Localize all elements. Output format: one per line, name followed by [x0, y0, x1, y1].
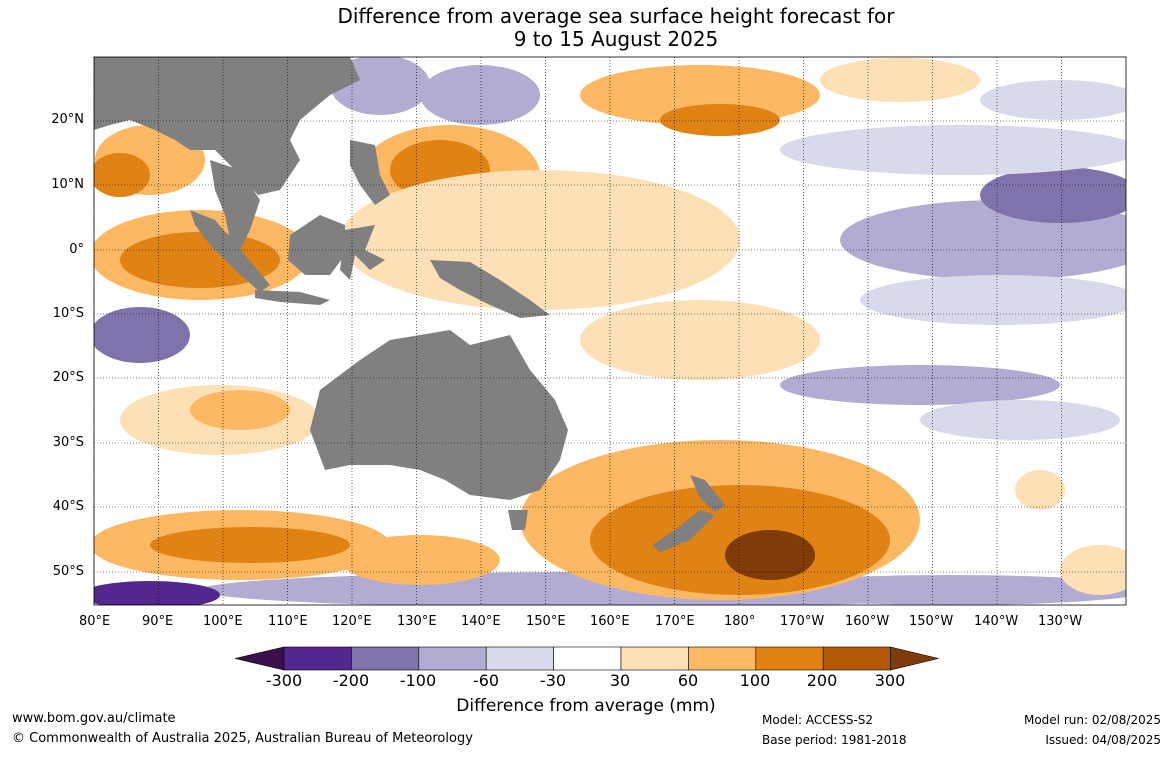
lon-label-130e: 130°E: [397, 614, 437, 629]
sulawesi: [340, 225, 385, 280]
colorbar-tick-0: -300: [265, 671, 303, 690]
colorbar-tick-3: -60: [472, 671, 500, 690]
lon-label-150w: 150°W: [909, 614, 954, 629]
colorbar-tick-4: -30: [539, 671, 567, 690]
issued-date: Issued: 04/08/2025: [1045, 733, 1161, 747]
base-period: Base period: 1981-2018: [762, 733, 907, 747]
colorbar-tick-2: -100: [399, 671, 437, 690]
new-zealand-north: [690, 475, 725, 512]
lon-label-80e: 80°E: [79, 614, 111, 629]
lon-label-140w: 140°W: [974, 614, 1019, 629]
lon-label-90e: 90°E: [142, 614, 174, 629]
java: [255, 290, 330, 305]
lon-label-160e: 160°E: [590, 614, 630, 629]
lon-label-180: 180°: [724, 614, 756, 629]
website-link[interactable]: www.bom.gov.au/climate: [12, 711, 176, 726]
lat-label-10s: 10°S: [52, 306, 84, 321]
lat-label-20n: 20°N: [51, 112, 84, 127]
lon-label-160w: 160°W: [845, 614, 890, 629]
title-line-1: Difference from average sea surface heig…: [337, 4, 895, 28]
sumatra: [190, 210, 270, 292]
borneo: [288, 215, 345, 275]
lat-label-0: 0°: [69, 242, 84, 257]
map-frame: [93, 56, 1127, 606]
lat-label-50s: 50°S: [52, 564, 84, 579]
australia: [310, 330, 568, 500]
model-run-date: Model run: 02/08/2025: [1023, 713, 1161, 727]
lon-label-130w: 130°W: [1038, 614, 1083, 629]
lat-label-20s: 20°S: [52, 370, 84, 385]
colorbar-label: Difference from average (mm): [456, 696, 716, 716]
japan-islands: [260, 115, 290, 140]
anomaly-field: [94, 57, 1126, 605]
lat-label-40s: 40°S: [52, 499, 84, 514]
lon-label-100e: 100°E: [203, 614, 243, 629]
map-title: Difference from average sea surface heig…: [0, 5, 1173, 51]
tasmania: [508, 510, 528, 530]
land-masses: [94, 57, 725, 552]
copyright-notice: © Commonwealth of Australia 2025, Austra…: [12, 731, 473, 746]
asia-landmass: [94, 57, 360, 195]
colorbar-tick-7: 100: [739, 671, 771, 690]
lon-label-170w: 170°W: [780, 614, 825, 629]
colorbar-tick-6: 60: [677, 671, 699, 690]
lon-label-140e: 140°E: [461, 614, 501, 629]
lon-label-120e: 120°E: [332, 614, 372, 629]
lat-label-10n: 10°N: [51, 177, 84, 192]
colorbar-tick-8: 200: [806, 671, 838, 690]
lon-label-150e: 150°E: [526, 614, 566, 629]
philippines: [350, 140, 390, 205]
model-name: Model: ACCESS-S2: [762, 713, 874, 727]
graticule: [93, 57, 1126, 605]
new-zealand-south: [652, 510, 715, 552]
new-guinea: [430, 260, 550, 318]
lon-label-110e: 110°E: [268, 614, 308, 629]
lat-label-30s: 30°S: [52, 435, 84, 450]
lon-label-170e: 170°E: [655, 614, 695, 629]
colorbar-tick-9: 300: [874, 671, 906, 690]
colorbar-tick-1: -200: [332, 671, 370, 690]
title-line-2: 9 to 15 August 2025: [513, 27, 719, 51]
indochina: [210, 160, 260, 250]
colorbar-tick-5: 30: [609, 671, 631, 690]
